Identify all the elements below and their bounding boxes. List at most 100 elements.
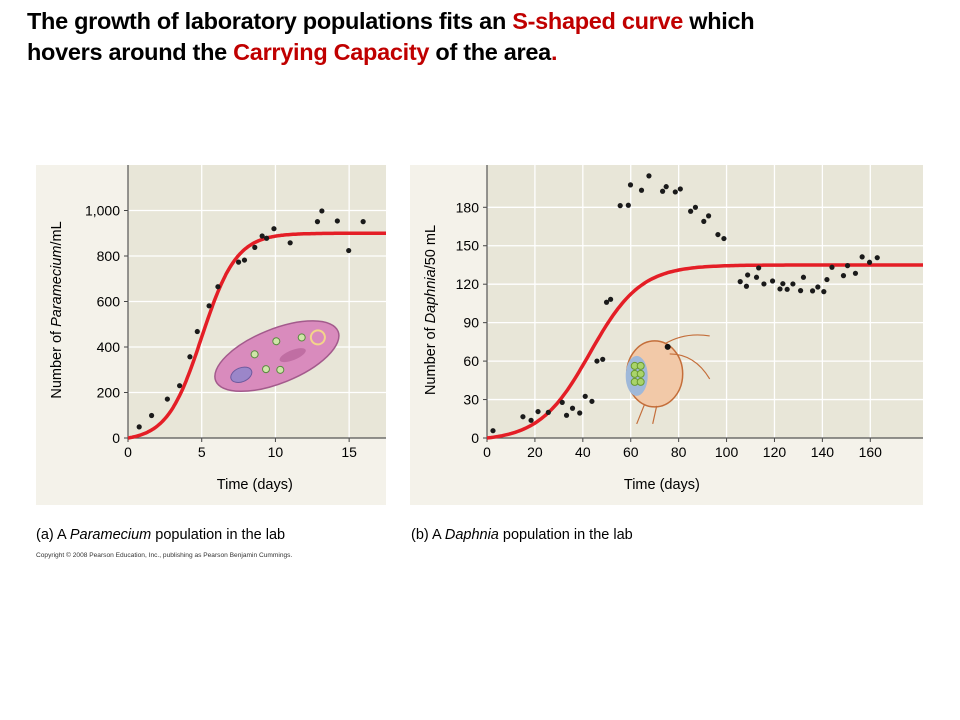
y-axis-title: Number of Daphnia/50 mL <box>423 225 439 395</box>
y-tick-label: 180 <box>456 199 480 215</box>
data-point <box>753 274 760 280</box>
x-axis-title: Time (days) <box>624 477 700 493</box>
paramecium-oral-groove <box>279 348 306 363</box>
paramecium-vacuole <box>272 337 281 346</box>
x-tick-label: 140 <box>811 444 835 460</box>
plot-area <box>487 165 923 438</box>
data-point <box>490 428 496 434</box>
data-point <box>844 263 851 269</box>
data-point <box>688 208 694 214</box>
data-point <box>535 408 541 415</box>
data-point <box>206 303 212 309</box>
y-tick-label: 200 <box>97 385 121 401</box>
data-point <box>235 259 242 265</box>
data-point <box>824 276 830 283</box>
paramecium-illustration <box>214 320 340 393</box>
title-text: of the area <box>429 39 551 65</box>
y-tick-label: 120 <box>456 276 480 292</box>
y-axis-title-species: Paramecium <box>49 246 65 327</box>
x-tick-label: 0 <box>483 444 491 460</box>
data-point <box>721 235 727 242</box>
data-point <box>215 284 221 290</box>
data-point <box>625 202 631 208</box>
data-point <box>790 281 796 287</box>
daphnia-antennae <box>636 334 711 425</box>
data-point <box>815 284 821 290</box>
data-point <box>769 278 776 284</box>
caption-a: (a) A Paramecium population in the lab <box>36 527 285 543</box>
y-tick-label: 150 <box>456 238 480 254</box>
data-point <box>672 189 678 195</box>
data-point <box>743 283 750 289</box>
data-point <box>784 286 790 292</box>
y-tick-label: 1,000 <box>85 203 120 219</box>
data-point <box>705 213 712 219</box>
data-point <box>701 218 707 224</box>
x-tick-label: 120 <box>763 444 787 460</box>
x-tick-label: 15 <box>341 444 357 460</box>
data-point <box>594 358 600 364</box>
caption-species: Paramecium <box>69 527 152 543</box>
y-tick-label: 60 <box>463 353 479 369</box>
data-point <box>659 188 666 194</box>
data-point <box>164 396 170 402</box>
caption-text: population in the lab <box>498 527 633 543</box>
paramecium-vacuole <box>250 350 259 359</box>
data-point <box>314 219 321 225</box>
data-point <box>859 254 865 260</box>
y-tick-label: 0 <box>112 430 120 446</box>
data-point <box>800 274 807 280</box>
data-point <box>866 259 873 265</box>
logistic-curve <box>127 231 386 440</box>
data-point <box>360 219 366 225</box>
data-point <box>603 299 610 305</box>
daphnia-chart: 0 20 40 60 80 100 120 140 160 0 30 60 90 120 150 180 Tim… <box>410 165 923 505</box>
data-point <box>528 417 534 423</box>
paramecium-vacuole <box>297 333 306 342</box>
data-point <box>136 424 142 430</box>
y-axis-title-text: Number of <box>49 327 65 399</box>
paramecium-contractile-vacuole <box>309 329 326 346</box>
x-axis-title: Time (days) <box>217 477 293 493</box>
y-axis-title-unit: /50 mL <box>423 225 439 269</box>
data-point <box>852 270 859 276</box>
data-point <box>617 203 623 209</box>
data-point <box>797 288 804 294</box>
y-tick-label: 30 <box>463 392 479 408</box>
caption-text: (a) A <box>36 527 70 543</box>
daphnia-chart-svg: 0 20 40 60 80 100 120 140 160 0 30 60 90 120 150 180 Tim… <box>423 165 923 493</box>
data-point <box>252 244 258 250</box>
y-tick-label: 600 <box>97 294 121 310</box>
y-axis-title-text: Number of <box>423 323 439 395</box>
data-point <box>840 273 847 279</box>
title-text: The growth of laboratory populations fit… <box>27 8 513 34</box>
data-point <box>677 186 683 192</box>
data-point <box>663 184 669 190</box>
paramecium-nucleus <box>230 366 253 383</box>
daphnia-illustration <box>625 334 711 425</box>
x-tick-label: 10 <box>268 444 284 460</box>
daphnia-egg <box>636 377 645 386</box>
x-tick-label: 60 <box>623 444 639 460</box>
data-point <box>271 226 277 232</box>
data-point <box>692 204 699 210</box>
data-point <box>821 289 827 295</box>
copyright-notice: Copyright © 2008 Pearson Education, Inc.… <box>36 552 293 559</box>
data-point <box>715 231 721 238</box>
x-tick-label: 100 <box>715 444 739 460</box>
paramecium-vacuole <box>261 365 270 374</box>
title-text: hovers around the <box>27 39 234 65</box>
data-point <box>287 240 293 246</box>
data-point <box>809 288 816 294</box>
data-point <box>874 255 880 261</box>
daphnia-eye <box>664 343 671 350</box>
y-axis-title: Number of Paramecium/mL <box>49 221 65 398</box>
data-point <box>780 281 786 287</box>
y-tick-label: 0 <box>471 430 479 446</box>
data-point <box>569 405 576 411</box>
data-point <box>600 356 606 362</box>
data-point <box>194 328 200 335</box>
data-point <box>737 279 743 285</box>
caption-species: Daphnia <box>444 527 499 543</box>
y-tick-label: 800 <box>97 248 121 264</box>
